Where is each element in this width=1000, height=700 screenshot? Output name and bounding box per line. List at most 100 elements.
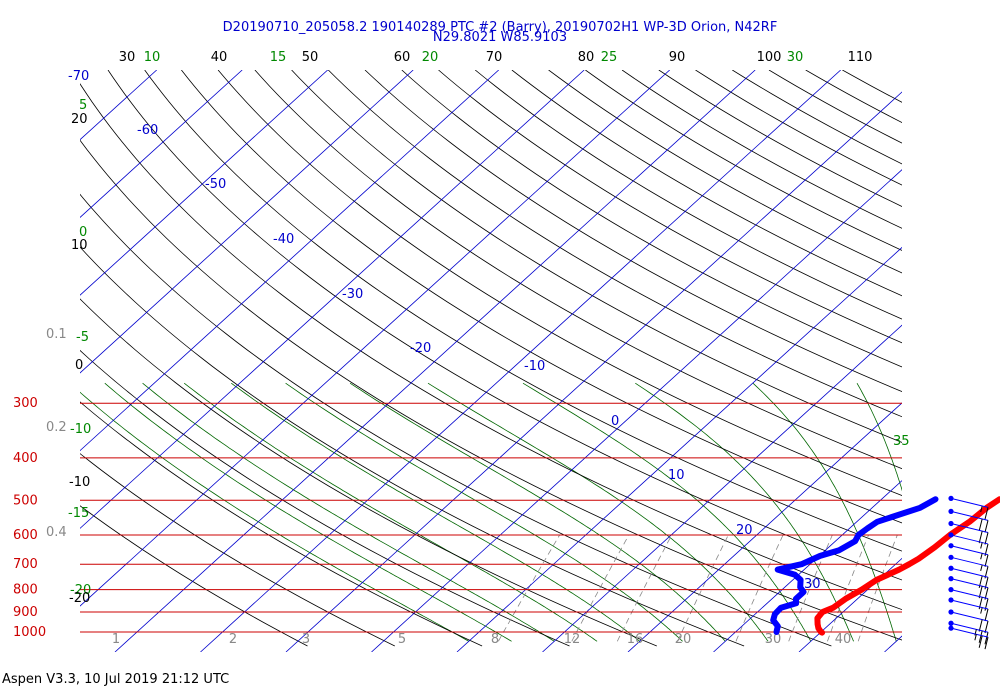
- mixing-ratio-line: [827, 534, 869, 642]
- isotherm-label: -30: [342, 287, 363, 302]
- dry-adiabat-line: [511, 70, 902, 297]
- chart-title: D20190710_205058.2 190140289 PTC #2 (Bar…: [223, 20, 778, 35]
- moist-adiabat-label: 5: [79, 98, 87, 113]
- isotherm-label: 10: [668, 468, 685, 483]
- mixing-ratio-label: 5: [398, 632, 406, 647]
- dry-adiabat-line: [80, 401, 483, 647]
- isotherm-line: [627, 402, 902, 652]
- wind-barb-flag: [984, 632, 989, 645]
- top-temp-label: 80: [578, 50, 595, 65]
- mixing-ratio-line: [857, 534, 898, 642]
- wind-barb: [948, 543, 989, 567]
- dewpoint-profile: [770, 496, 939, 635]
- mixing-ratio-lines: [497, 534, 898, 642]
- isobars: [80, 402, 902, 633]
- moist-adiabat-line: [104, 382, 512, 642]
- moist-adiabat-label: -5: [76, 330, 89, 345]
- isotherm-line: [542, 324, 902, 652]
- mixing-ratio-line: [571, 534, 630, 642]
- isotherms: [80, 70, 902, 652]
- moist-adiabat-line: [231, 382, 641, 642]
- dry-adiabat-line: [254, 70, 902, 470]
- mixing-ratio-label: 1: [112, 632, 120, 647]
- dry-adiabat-line: [80, 193, 832, 647]
- top-temp-label: 90: [669, 50, 686, 65]
- dry-adiabat-line: [80, 505, 308, 647]
- dry-adiabat-line: [291, 70, 902, 443]
- dry-adiabat-line: [144, 70, 902, 552]
- dry-adiabat-line: [364, 70, 902, 393]
- isotherm-line: [200, 70, 841, 652]
- mixing-ratio-label: 16: [627, 632, 644, 647]
- moist-adiabats: [80, 382, 902, 642]
- dry-adiabat-line: [474, 70, 902, 320]
- dry-adiabat-line: [217, 70, 902, 496]
- moist-adiabat-label: -15: [68, 506, 89, 521]
- mixing-ratio-line: [677, 534, 729, 642]
- dry-adiabat-line: [585, 70, 902, 251]
- isotherm-label: -60: [137, 123, 158, 138]
- pressure-label: 700: [13, 557, 38, 572]
- wind-barb-flag: [984, 620, 989, 634]
- isotherm-line: [285, 91, 902, 652]
- wind-barb-flag: [984, 532, 989, 545]
- wind-barb: [948, 609, 989, 634]
- chart-subtitle: N29.8021 W85.9103: [433, 30, 567, 45]
- wind-barb-flag: [978, 630, 983, 643]
- wind-barb: [948, 520, 989, 545]
- wind-barbs: [948, 495, 989, 650]
- top-temp-label: 50: [302, 50, 319, 65]
- isotherm-line: [80, 70, 328, 296]
- wind-barb-half-flag: [980, 564, 983, 572]
- mixing-ratio-label: 2: [229, 632, 237, 647]
- dry-adiabat-line: [80, 139, 902, 641]
- top-moist-label: 10: [144, 50, 161, 65]
- mixing-ratio-line: [735, 534, 784, 642]
- mixing-ratio-label: 12: [564, 632, 581, 647]
- temperature-profile: [814, 496, 1000, 636]
- isotherm-label: -20: [410, 341, 431, 356]
- dry-adiabat-label: -10: [69, 475, 90, 490]
- moist-adiabat-label: 35: [893, 434, 910, 449]
- wind-barb: [948, 495, 989, 520]
- pressure-label: 1000: [13, 625, 46, 640]
- ratio-label: 0.2: [46, 420, 67, 435]
- moist-adiabat-line: [183, 382, 598, 642]
- wind-barb-half-flag: [980, 505, 983, 513]
- top-moist-label: 30: [787, 50, 804, 65]
- wind-barb-flag: [984, 520, 989, 533]
- mixing-ratio-line: [497, 534, 561, 642]
- isotherm-label: -40: [273, 232, 294, 247]
- mixing-ratio-label: 8: [491, 632, 499, 647]
- wind-barb-flag: [978, 635, 983, 648]
- wind-barb-flag: [984, 554, 989, 567]
- dry-adiabat-label: 10: [71, 238, 88, 253]
- isotherm-label: -70: [68, 69, 89, 84]
- dry-adiabat-line: [107, 70, 902, 581]
- isotherm-line: [456, 246, 902, 652]
- top-moist-label: 15: [270, 50, 287, 65]
- moist-adiabat-line: [285, 382, 683, 642]
- isotherm-line: [80, 70, 414, 374]
- moist-adiabat-line: [635, 382, 854, 642]
- pressure-label: 300: [13, 396, 38, 411]
- pressure-label: 900: [13, 605, 38, 620]
- dry-adiabat-line: [658, 70, 902, 207]
- top-moist-label: 25: [601, 50, 618, 65]
- wind-barb-half-flag: [980, 607, 983, 614]
- wind-barb: [948, 597, 989, 622]
- wind-barb: [948, 532, 989, 557]
- dry-adiabat-line: [181, 70, 902, 524]
- profiles: [770, 496, 1000, 636]
- dry-adiabat-line: [80, 246, 745, 647]
- wind-barb-flag: [978, 619, 983, 632]
- mixing-ratio-label: 3: [302, 632, 310, 647]
- top-temp-label: 70: [486, 50, 503, 65]
- top-moist-label: 20: [422, 50, 439, 65]
- moist-adiabat-label: -20: [70, 583, 91, 598]
- dry-adiabat-label: 20: [71, 112, 88, 127]
- isotherm-line: [80, 70, 585, 529]
- footer-text: Aspen V3.3, 10 Jul 2019 21:12 UTC: [2, 672, 230, 687]
